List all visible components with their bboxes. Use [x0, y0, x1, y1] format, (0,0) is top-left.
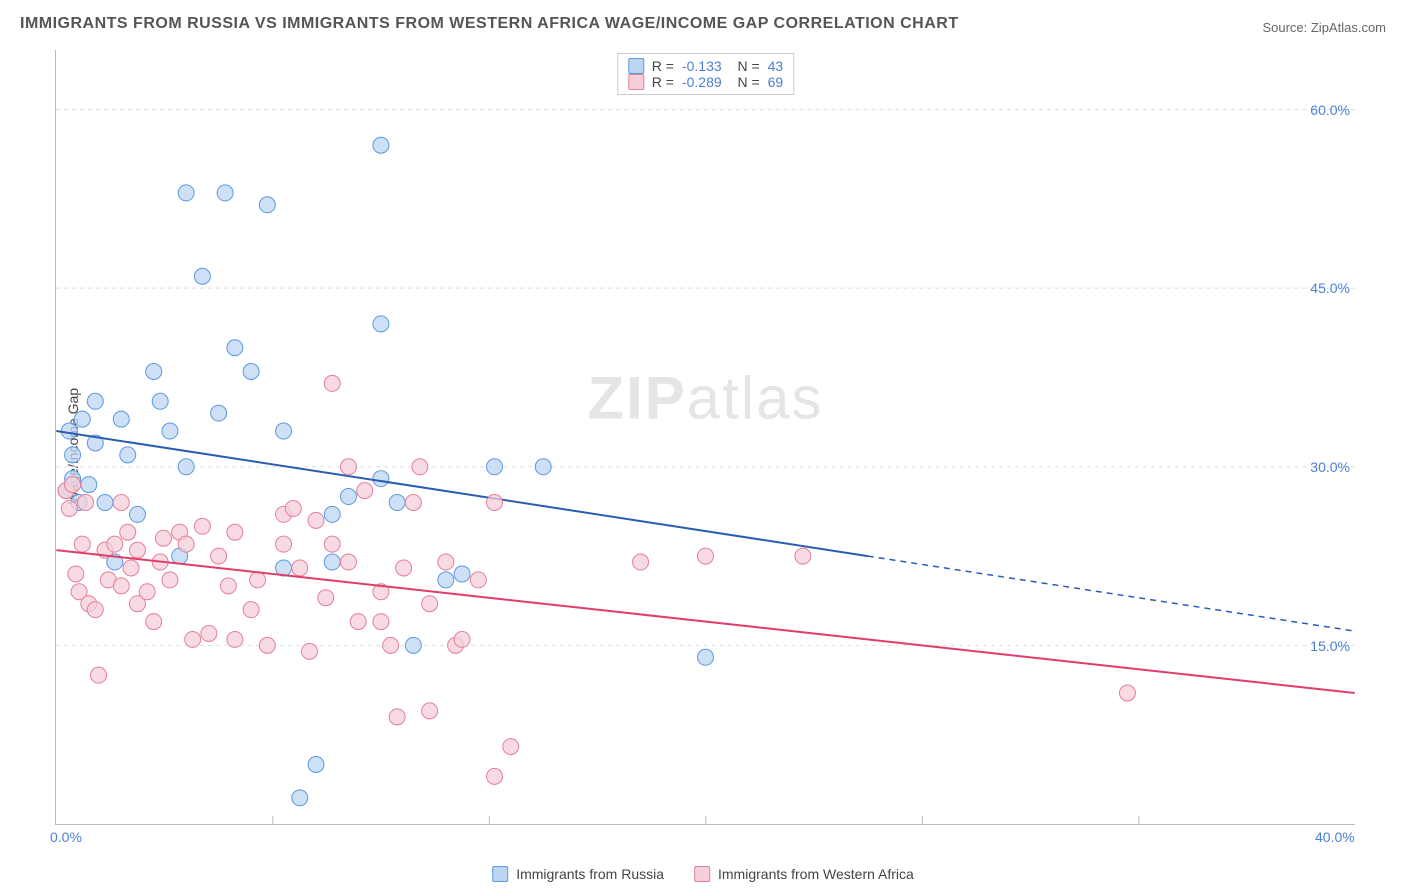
- stats-legend: R = -0.133 N = 43 R = -0.289 N = 69: [617, 53, 794, 95]
- y-tick-label: 15.0%: [1310, 638, 1350, 654]
- y-tick-label: 30.0%: [1310, 459, 1350, 475]
- stats-row-russia: R = -0.133 N = 43: [628, 58, 783, 74]
- swatch-wafrica: [694, 866, 710, 882]
- n-value-russia: 43: [768, 58, 784, 74]
- r-label: R =: [652, 58, 674, 74]
- chart-title: IMMIGRANTS FROM RUSSIA VS IMMIGRANTS FRO…: [20, 15, 959, 33]
- x-tick-label: 40.0%: [1315, 829, 1355, 845]
- plot-area: ZIPatlas R = -0.133 N = 43 R = -0.289 N …: [55, 50, 1355, 825]
- y-tick-label: 60.0%: [1310, 102, 1350, 118]
- legend-label-russia: Immigrants from Russia: [516, 866, 664, 882]
- swatch-russia: [492, 866, 508, 882]
- y-tick-label: 45.0%: [1310, 280, 1350, 296]
- n-value-wafrica: 69: [768, 74, 784, 90]
- legend-label-wafrica: Immigrants from Western Africa: [718, 866, 914, 882]
- scatter-svg: [56, 50, 1355, 824]
- n-label: N =: [730, 74, 760, 90]
- correlation-chart: IMMIGRANTS FROM RUSSIA VS IMMIGRANTS FRO…: [0, 0, 1406, 892]
- source-label: Source: ZipAtlas.com: [1262, 20, 1386, 35]
- r-value-russia: -0.133: [682, 58, 722, 74]
- swatch-russia: [628, 58, 644, 74]
- n-label: N =: [730, 58, 760, 74]
- swatch-wafrica: [628, 74, 644, 90]
- series-legend: Immigrants from Russia Immigrants from W…: [492, 866, 914, 882]
- legend-item-wafrica: Immigrants from Western Africa: [694, 866, 914, 882]
- r-label: R =: [652, 74, 674, 90]
- r-value-wafrica: -0.289: [682, 74, 722, 90]
- x-tick-label: 0.0%: [50, 829, 82, 845]
- stats-row-wafrica: R = -0.289 N = 69: [628, 74, 783, 90]
- legend-item-russia: Immigrants from Russia: [492, 866, 664, 882]
